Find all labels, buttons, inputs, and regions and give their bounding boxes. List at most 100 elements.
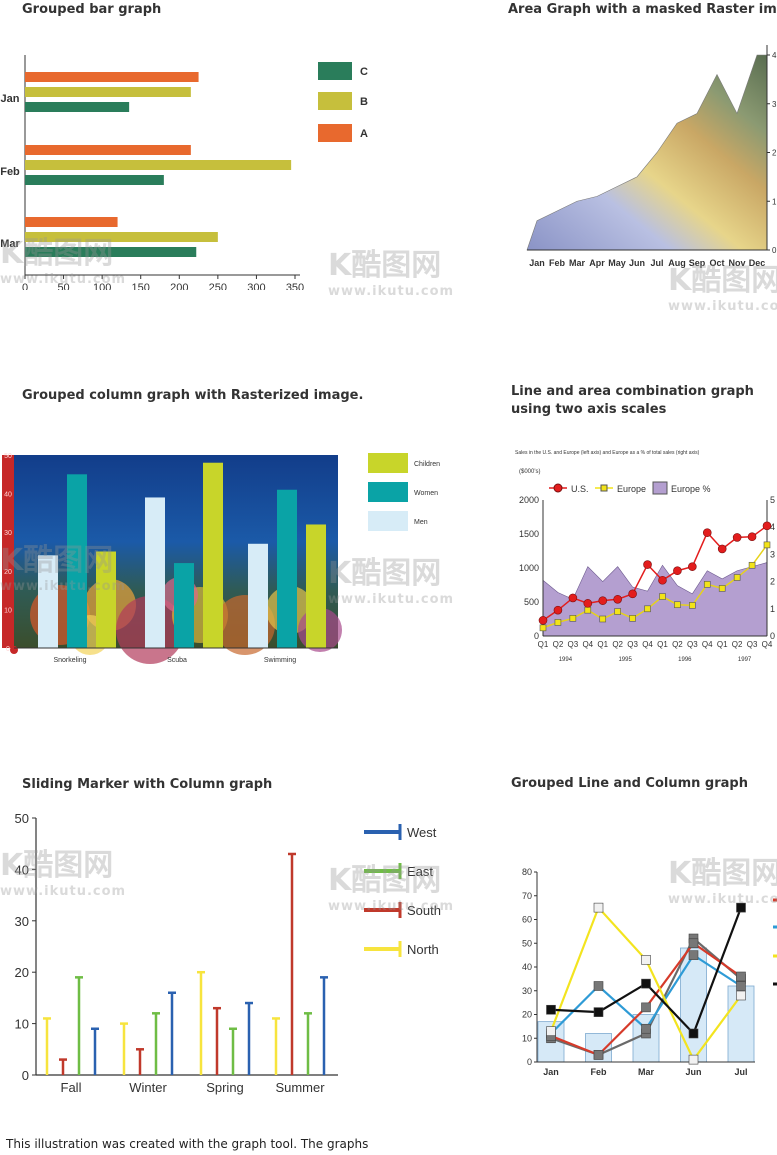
legend-label-North: North <box>407 942 439 957</box>
point-yellow <box>546 1026 556 1036</box>
legend-label-A: A <box>360 128 368 140</box>
x-tick-label: 100 <box>93 282 111 290</box>
y-tick-label: 1000 <box>519 563 539 573</box>
quarter-label: Q1 <box>597 640 608 649</box>
legend-swatch-Children <box>368 453 408 473</box>
x-tick-label: Mar <box>569 258 586 268</box>
y-tick-label: 1500 <box>519 529 539 539</box>
legend-swatch-Women <box>368 482 408 502</box>
point-blue <box>593 981 604 991</box>
y-tick-label: 30 <box>15 914 29 929</box>
y-tick-label: 50 <box>522 938 532 948</box>
x-tick-label: 250 <box>209 282 227 290</box>
europe-point <box>718 585 726 592</box>
watermark-url: www.ikutu.com <box>668 299 777 314</box>
us-line <box>542 525 768 621</box>
category-label: Summer <box>275 1080 325 1095</box>
x-tick-label: Feb <box>549 258 566 268</box>
bar-Women-Swimming <box>277 489 297 648</box>
point-black <box>688 1028 699 1039</box>
y-tick-label: 0 <box>534 631 539 641</box>
x-tick-label: 350 <box>286 282 304 290</box>
year-label: 1996 <box>678 657 692 663</box>
quarter-label: Q1 <box>717 640 728 649</box>
x-tick-label: Oct <box>709 258 724 268</box>
legend-label-South: South <box>407 903 441 918</box>
point-red <box>641 1002 651 1013</box>
line-area-combo-chart: Sales in the U.S. and Europe (left axis)… <box>515 450 775 663</box>
y-tick-label: 0 <box>772 246 777 255</box>
point-blue <box>641 1023 651 1034</box>
legend-label-East: East <box>407 864 433 879</box>
x-tick-label: 50 <box>57 282 69 290</box>
europe-point <box>599 615 607 623</box>
legend-label-us: U.S. <box>571 484 589 494</box>
y-tick-label: 20 <box>522 1010 532 1020</box>
x-tick-label: Dec <box>749 258 766 268</box>
us-point <box>598 596 608 605</box>
europe-line <box>542 544 768 629</box>
us-point <box>568 593 578 603</box>
europe-point <box>554 619 562 626</box>
bar-A-Feb <box>25 145 191 155</box>
legend-label-Men: Men <box>414 519 428 526</box>
bar-A-Mar <box>25 217 118 227</box>
y-tick-label: 40 <box>522 962 532 972</box>
y-axis-unit: ($000's) <box>519 469 541 475</box>
point-black <box>546 1004 556 1015</box>
point-blue <box>736 981 746 991</box>
y-tick-label: 20 <box>15 965 29 980</box>
europe-point <box>763 541 771 549</box>
point-black <box>641 978 651 989</box>
europe-point <box>584 606 592 614</box>
y-tick-label: 40 <box>15 862 29 877</box>
europe-point <box>629 615 636 622</box>
y-tick-label: 2 <box>772 149 777 158</box>
y2-tick-label: 2 <box>770 577 775 587</box>
legend-swatch-Men <box>368 511 408 531</box>
y-tick-label: 60 <box>522 915 532 925</box>
x-tick-label: Jun <box>629 258 645 268</box>
area-fill <box>526 54 768 251</box>
footer-caption: This illustration was created with the g… <box>6 1137 369 1151</box>
us-point <box>732 533 742 542</box>
legend-label-europe: Europe <box>617 484 646 494</box>
y-tick-label: 10 <box>522 1033 532 1043</box>
us-point <box>688 562 697 571</box>
x-tick-label: 200 <box>170 282 188 290</box>
legend-marker-europe <box>600 484 608 492</box>
x-tick-label: Nov <box>728 258 745 268</box>
quarter-label: Q3 <box>747 640 758 649</box>
y-tick-label: 500 <box>524 597 539 607</box>
us-point <box>762 521 772 531</box>
us-point <box>643 560 652 569</box>
bar-B-Mar <box>25 232 218 242</box>
bar-Children-Swimming <box>306 524 326 648</box>
quarter-label: Q2 <box>553 640 564 649</box>
quarter-label: Q4 <box>642 640 653 649</box>
panel3-title: Grouped column graph with Rasterized ima… <box>22 388 364 403</box>
bar-Women-Snorkeling <box>67 474 87 648</box>
legend-label-europe-pct: Europe % <box>671 484 711 494</box>
europe-point <box>659 593 666 600</box>
category-label: Spring <box>206 1080 244 1095</box>
europe-point <box>644 605 651 613</box>
sliding-marker-chart: 0 10 20 30 40 50 Fall Winter Spring Summer West Eas… <box>15 811 441 1095</box>
year-label: 1997 <box>738 657 752 663</box>
y-tick-label: 70 <box>522 891 532 901</box>
y-tick-label: 10 <box>4 607 12 614</box>
y-tick-label: 1 <box>772 197 777 206</box>
year-label: 1995 <box>618 657 632 663</box>
y2-tick-label: 4 <box>770 522 775 532</box>
bar-A-Jan <box>25 72 199 82</box>
y2-tick-label: 0 <box>770 631 775 641</box>
y-tick-label: 50 <box>15 811 29 826</box>
europe-point <box>614 608 621 615</box>
y2-tick-label: 5 <box>770 495 775 505</box>
y-tick-label: 0 <box>6 646 10 653</box>
quarter-label: Q3 <box>627 640 638 649</box>
legend-label-Women: Women <box>414 490 438 497</box>
quarter-label: Q4 <box>582 640 593 649</box>
bar-B-Feb <box>25 160 292 170</box>
y-tick-label: 2000 <box>519 495 539 505</box>
